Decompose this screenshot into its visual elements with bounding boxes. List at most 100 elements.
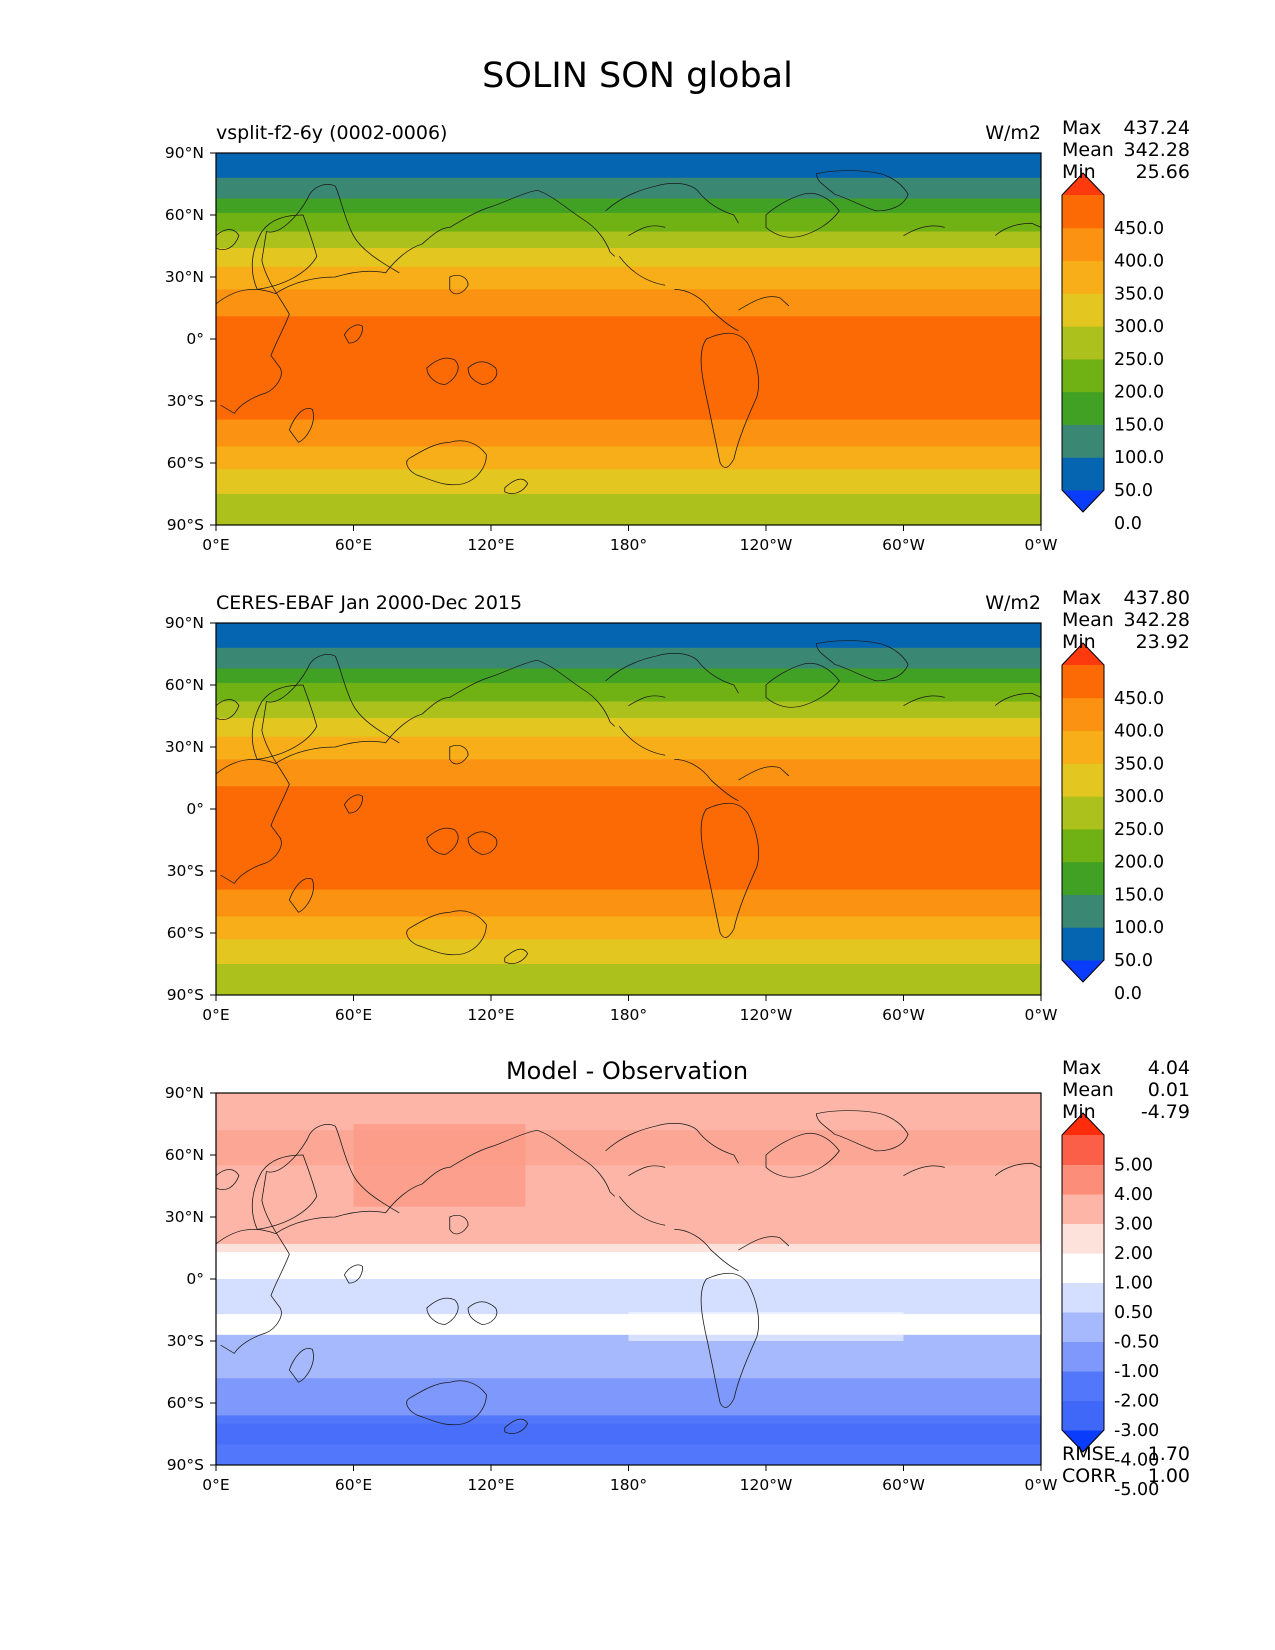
field-band: [216, 316, 1041, 421]
colorbar-segment: [1062, 1282, 1104, 1313]
field-patch: [628, 1312, 904, 1341]
field-band: [216, 212, 1041, 233]
stat-min: Min 23.92: [1062, 631, 1190, 653]
x-tick-label: 120°E: [467, 1476, 514, 1494]
colorbar-label: 100.0: [1114, 918, 1164, 938]
x-tick-label: 0°E: [202, 1006, 229, 1024]
colorbar-segment: [1062, 293, 1104, 327]
colorbar-segment: [1062, 358, 1104, 393]
field-band: [216, 419, 1041, 447]
field-band: [216, 718, 1041, 738]
colorbar-label: -4.00: [1114, 1451, 1159, 1471]
panel1-stats: Max 437.24 Mean 342.28 Min 25.66: [1062, 117, 1190, 183]
x-tick-label: 120°W: [740, 536, 793, 554]
colorbar-outline: [1061, 642, 1105, 983]
colorbar-segment: [1062, 326, 1104, 360]
y-tick-label: 90°N: [165, 1084, 204, 1102]
field-band: [216, 1334, 1041, 1379]
colorbar-extend-max: [1062, 1113, 1104, 1135]
colorbar-label: 1.00: [1114, 1274, 1153, 1294]
y-tick-label: 60°S: [167, 1394, 204, 1412]
colorbar-label: 350.0: [1114, 754, 1164, 774]
y-tick-label: 60°N: [165, 206, 204, 224]
x-tick-label: 60°W: [882, 1006, 925, 1024]
field-band: [216, 289, 1041, 317]
field-band: [216, 231, 1041, 249]
y-tick-label: 60°S: [167, 454, 204, 472]
stat-max: Max 4.04: [1062, 1057, 1190, 1079]
stat-corr: CORR 1.00: [1062, 1465, 1190, 1487]
field-band: [216, 1279, 1041, 1315]
x-tick-label: 120°E: [467, 1006, 514, 1024]
panel3-stats: Max 4.04 Mean 0.01 Min -4.79: [1062, 1057, 1190, 1123]
colorbar-segment: [1062, 1223, 1104, 1254]
colorbar-segment: [1062, 391, 1104, 425]
colorbar-label: 50.0: [1114, 481, 1153, 501]
y-tick-label: 60°N: [165, 676, 204, 694]
colorbar-label: 150.0: [1114, 415, 1164, 435]
field-band: [216, 759, 1041, 787]
field-band: [216, 469, 1041, 495]
x-tick-label: 60°E: [335, 1476, 372, 1494]
colorbar: 5.00 4.00 3.00 2.00 1.00 0.50 -0.50 -1.00 -2.00 -…: [1061, 1112, 1159, 1500]
panels-layer: 0°E 60°E 120°E 180° 120°W 60°W 0°W 90°N 60°N 30°N…: [165, 144, 1164, 1500]
field-band: [216, 198, 1041, 214]
colorbar-label: 300.0: [1114, 787, 1164, 807]
stat-max: Max 437.24: [1062, 117, 1190, 139]
colorbar-label: 200.0: [1114, 853, 1164, 873]
colorbar-label: 250.0: [1114, 350, 1164, 370]
x-tick-label: 60°W: [882, 1476, 925, 1494]
colorbar-label: 50.0: [1114, 951, 1153, 971]
stat-rmse: RMSE 1.70: [1062, 1443, 1190, 1465]
colorbar-label: 200.0: [1114, 383, 1164, 403]
stat-mean: Mean 0.01: [1062, 1079, 1190, 1101]
field-band: [216, 446, 1041, 470]
colorbar-label: 250.0: [1114, 820, 1164, 840]
colorbar-extend-min: [1062, 490, 1104, 512]
panel-test: 0°E 60°E 120°E 180° 120°W 60°W 0°W 90°N 60°N 30°N…: [165, 144, 1164, 554]
y-tick-label: 30°S: [167, 1332, 204, 1350]
y-tick-label: 30°N: [165, 268, 204, 286]
x-tick-label: 60°E: [335, 1006, 372, 1024]
x-tick-label: 60°E: [335, 536, 372, 554]
panel-reference: 0°E 60°E 120°E 180° 120°W 60°W 0°W 90°N 60°N 30°N…: [165, 614, 1164, 1024]
colorbar-segment: [1062, 227, 1104, 262]
y-tick-label: 30°N: [165, 1208, 204, 1226]
colorbar: 450.0 400.0 350.0 300.0 250.0 200.0 150.0 100.0…: [1061, 642, 1164, 1004]
field-band: [216, 494, 1041, 526]
y-tick-label: 0°: [186, 1270, 204, 1288]
y-tick-label: 90°N: [165, 144, 204, 162]
colorbar-segment: [1062, 1194, 1104, 1224]
field-band: [216, 736, 1041, 760]
x-tick-label: 120°W: [740, 1476, 793, 1494]
colorbar-segment: [1062, 730, 1104, 764]
field-band: [216, 1243, 1041, 1253]
y-tick-label: 30°N: [165, 738, 204, 756]
x-tick-label: 120°E: [467, 536, 514, 554]
colorbar-label: 3.00: [1114, 1215, 1153, 1235]
colorbar-segment: [1062, 1253, 1104, 1283]
field-bands: [216, 623, 1041, 996]
colorbar-label: -3.00: [1114, 1421, 1159, 1441]
field-band: [216, 786, 1041, 891]
colorbar-label: 400.0: [1114, 722, 1164, 742]
field-band: [216, 623, 1041, 649]
colorbar-outline: [1061, 1112, 1105, 1453]
x-tick-label: 0°W: [1025, 1006, 1058, 1024]
colorbar-label: 400.0: [1114, 252, 1164, 272]
colorbar-extend-min: [1062, 960, 1104, 982]
colorbar-segment: [1062, 1135, 1104, 1165]
x-tick-label: 0°W: [1025, 536, 1058, 554]
stat-max: Max 437.80: [1062, 587, 1190, 609]
field-patch: [216, 1130, 1041, 1166]
field-bands: [216, 153, 1041, 526]
colorbar-label: 4.00: [1114, 1185, 1153, 1205]
colorbar-segment: [1062, 894, 1104, 928]
x-tick-label: 0°E: [202, 1476, 229, 1494]
colorbar-label: 0.50: [1114, 1303, 1153, 1323]
field-band: [216, 701, 1041, 719]
colorbar-label: -5.00: [1114, 1480, 1159, 1500]
panel3-title: Model - Observation: [505, 1057, 749, 1085]
colorbar-label: 450.0: [1114, 219, 1164, 239]
